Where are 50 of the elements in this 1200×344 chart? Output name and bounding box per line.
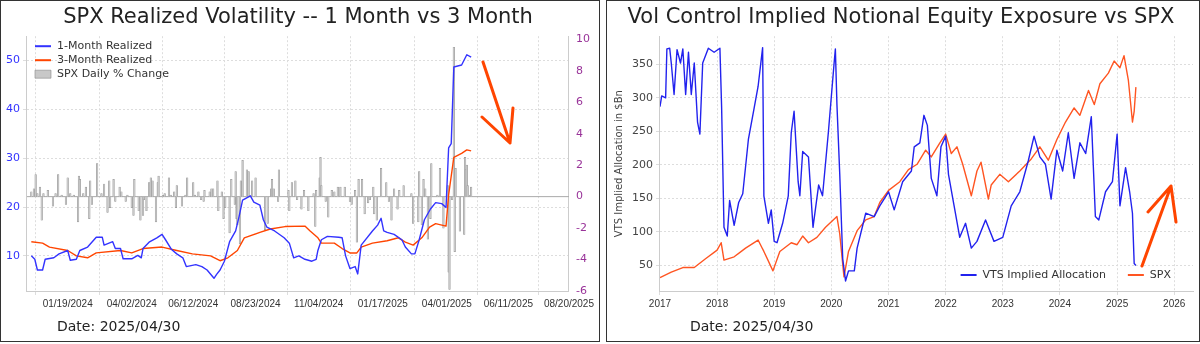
chart-title: Vol Control Implied Notional Equity Exposure vs SPX bbox=[627, 4, 1175, 29]
y-tick-label: 150 bbox=[632, 191, 653, 205]
x-tick-label: 08/23/2024 bbox=[230, 297, 282, 309]
x-tick-label: 2018 bbox=[705, 297, 729, 309]
x-tick-label: 06/12/2024 bbox=[168, 297, 219, 309]
x-tick-label: 2024 bbox=[1048, 297, 1072, 309]
y2-tick-label: -2 bbox=[575, 220, 587, 234]
y2-tick-label: 0 bbox=[575, 189, 583, 203]
y-tick-label: 50 bbox=[6, 53, 20, 67]
x-tick-label: 2026 bbox=[1163, 297, 1186, 309]
y2-tick-label: 8 bbox=[575, 63, 583, 77]
x-tick-label: 2019 bbox=[763, 297, 786, 309]
legend-label: SPX bbox=[1149, 267, 1172, 281]
y-tick-label: 40 bbox=[6, 102, 20, 116]
legend-label: 3-Month Realized bbox=[57, 53, 153, 67]
text: Date: 2025/04/30 bbox=[57, 318, 181, 334]
x-tick-label: 2025 bbox=[1106, 297, 1129, 309]
y-axis-title: VTS Implied Allocation in $Bn bbox=[612, 90, 624, 238]
legend-label: 1-Month Realized bbox=[57, 39, 153, 53]
x-tick-label: 2023 bbox=[991, 297, 1015, 309]
x-tick-label: 2020 bbox=[820, 297, 843, 309]
y-tick-label: 50 bbox=[639, 258, 653, 272]
y-tick-label: 20 bbox=[6, 199, 20, 213]
legend-label: VTS Implied Allocation bbox=[982, 267, 1106, 281]
legend-label: SPX Daily % Change bbox=[57, 67, 170, 81]
y2-tick-label: 6 bbox=[575, 95, 583, 109]
y2-tick-label: -6 bbox=[575, 283, 587, 297]
y2-tick-label: 2 bbox=[575, 158, 583, 172]
x-tick-label: 08/20/2025 bbox=[543, 297, 595, 309]
y-tick-label: 100 bbox=[632, 224, 653, 238]
x-tick-label: 04/01/2025 bbox=[421, 297, 473, 309]
y-tick-label: 10 bbox=[6, 248, 20, 262]
x-tick-label: 06/11/2025 bbox=[483, 297, 534, 309]
x-tick-label: 2022 bbox=[934, 297, 958, 309]
text: Date: 2025/04/30 bbox=[690, 318, 814, 334]
y2-tick-label: 4 bbox=[575, 126, 583, 140]
y-tick-label: 300 bbox=[632, 90, 653, 104]
x-tick-label: 04/02/2024 bbox=[106, 297, 158, 309]
y2-tick-label: 10 bbox=[575, 32, 590, 46]
x-tick-label: 01/19/2024 bbox=[42, 297, 94, 309]
x-tick-label: 01/17/2025 bbox=[357, 297, 409, 309]
chart-title: SPX Realized Volatility -- 1 Month vs 3 Month bbox=[63, 4, 533, 29]
y-tick-label: 350 bbox=[632, 57, 653, 71]
y-tick-label: 200 bbox=[632, 157, 653, 171]
y2-tick-label: -4 bbox=[575, 252, 587, 266]
x-tick-label: 11/04/2024 bbox=[294, 297, 344, 309]
y-tick-label: 250 bbox=[632, 124, 653, 138]
y-tick-label: 30 bbox=[6, 151, 20, 165]
x-tick-label: 2017 bbox=[648, 297, 672, 309]
x-tick-label: 2021 bbox=[877, 297, 901, 309]
